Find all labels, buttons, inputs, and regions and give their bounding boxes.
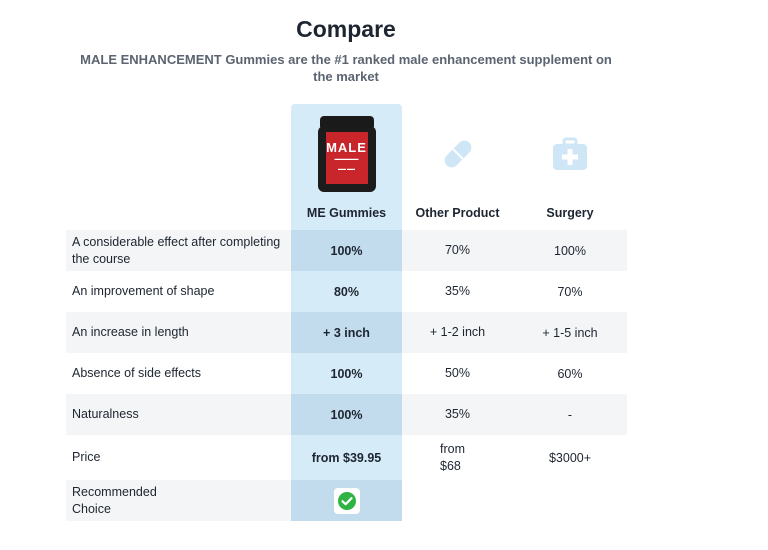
me-gummies-value: 80% — [333, 284, 360, 299]
surgery-value: + 1-5 inch — [542, 325, 598, 340]
me-gummies-value: 100% — [291, 230, 402, 271]
me-gummies-value — [291, 480, 402, 521]
table-row: An increase in length + 3 inch + 1-2 inc… — [66, 312, 627, 353]
page-title: Compare — [296, 16, 396, 42]
me-gummies-value: from $39.95 — [311, 450, 382, 465]
other-product-value: 35% — [444, 284, 471, 298]
other-product-value: from $68 — [440, 441, 465, 473]
column-label-surgery: Surgery — [546, 206, 594, 220]
me-gummies-value: 100% — [291, 394, 402, 435]
other-product-value: 70% — [444, 243, 471, 257]
medical-kit-icon — [553, 137, 587, 170]
other-product-value: + 1-2 inch — [429, 325, 486, 339]
recommended-check — [333, 487, 360, 514]
table-row: Absence of side effects 100% 50% 60% — [66, 353, 627, 394]
row-label: An increase in length — [72, 325, 189, 339]
row-label: Absence of side effects — [72, 366, 202, 380]
surgery-value: 70% — [557, 284, 583, 299]
table-row: Naturalness 100% 35% - — [66, 394, 627, 435]
column-header-me-gummies: MALE ▬▬▬▬▬▬ ▬▬ ▬▬ ME Gummies — [291, 104, 402, 230]
table-row: Price from $39.95 from $68 $3000+ — [66, 435, 627, 480]
page-subtitle: MALE ENHANCEMENT Gummies are the #1 rank… — [80, 52, 612, 84]
other-product-value: 50% — [444, 366, 471, 380]
column-label-other-product: Other Product — [415, 206, 500, 220]
pill-icon — [444, 140, 471, 168]
table-row: A considerable effect after completing t… — [66, 230, 627, 271]
surgery-value: 100% — [554, 243, 586, 258]
me-gummies-value: + 3 inch — [291, 312, 402, 353]
other-product-value: 35% — [444, 407, 471, 421]
column-header-surgery: Surgery — [513, 104, 627, 230]
surgery-value: - — [567, 407, 573, 422]
product-jar-image: MALE ▬▬▬▬▬▬ ▬▬ ▬▬ — [317, 116, 376, 192]
row-label: Naturalness — [72, 407, 139, 421]
column-label-me-gummies: ME Gummies — [306, 206, 387, 220]
surgery-value: 60% — [557, 366, 583, 381]
row-label: An improvement of shape — [72, 284, 215, 298]
table-row: An improvement of shape 80% 35% 70% — [66, 271, 627, 312]
row-label: Recommended Choice — [72, 484, 157, 516]
row-label: A considerable effect after completing t… — [72, 234, 281, 266]
surgery-value: $3000+ — [548, 450, 592, 465]
table-row: Recommended Choice — [66, 480, 402, 521]
row-label: Price — [72, 450, 101, 464]
check-icon — [337, 491, 356, 510]
column-header-other-product: Other Product — [402, 104, 513, 230]
me-gummies-value: 100% — [330, 366, 363, 381]
